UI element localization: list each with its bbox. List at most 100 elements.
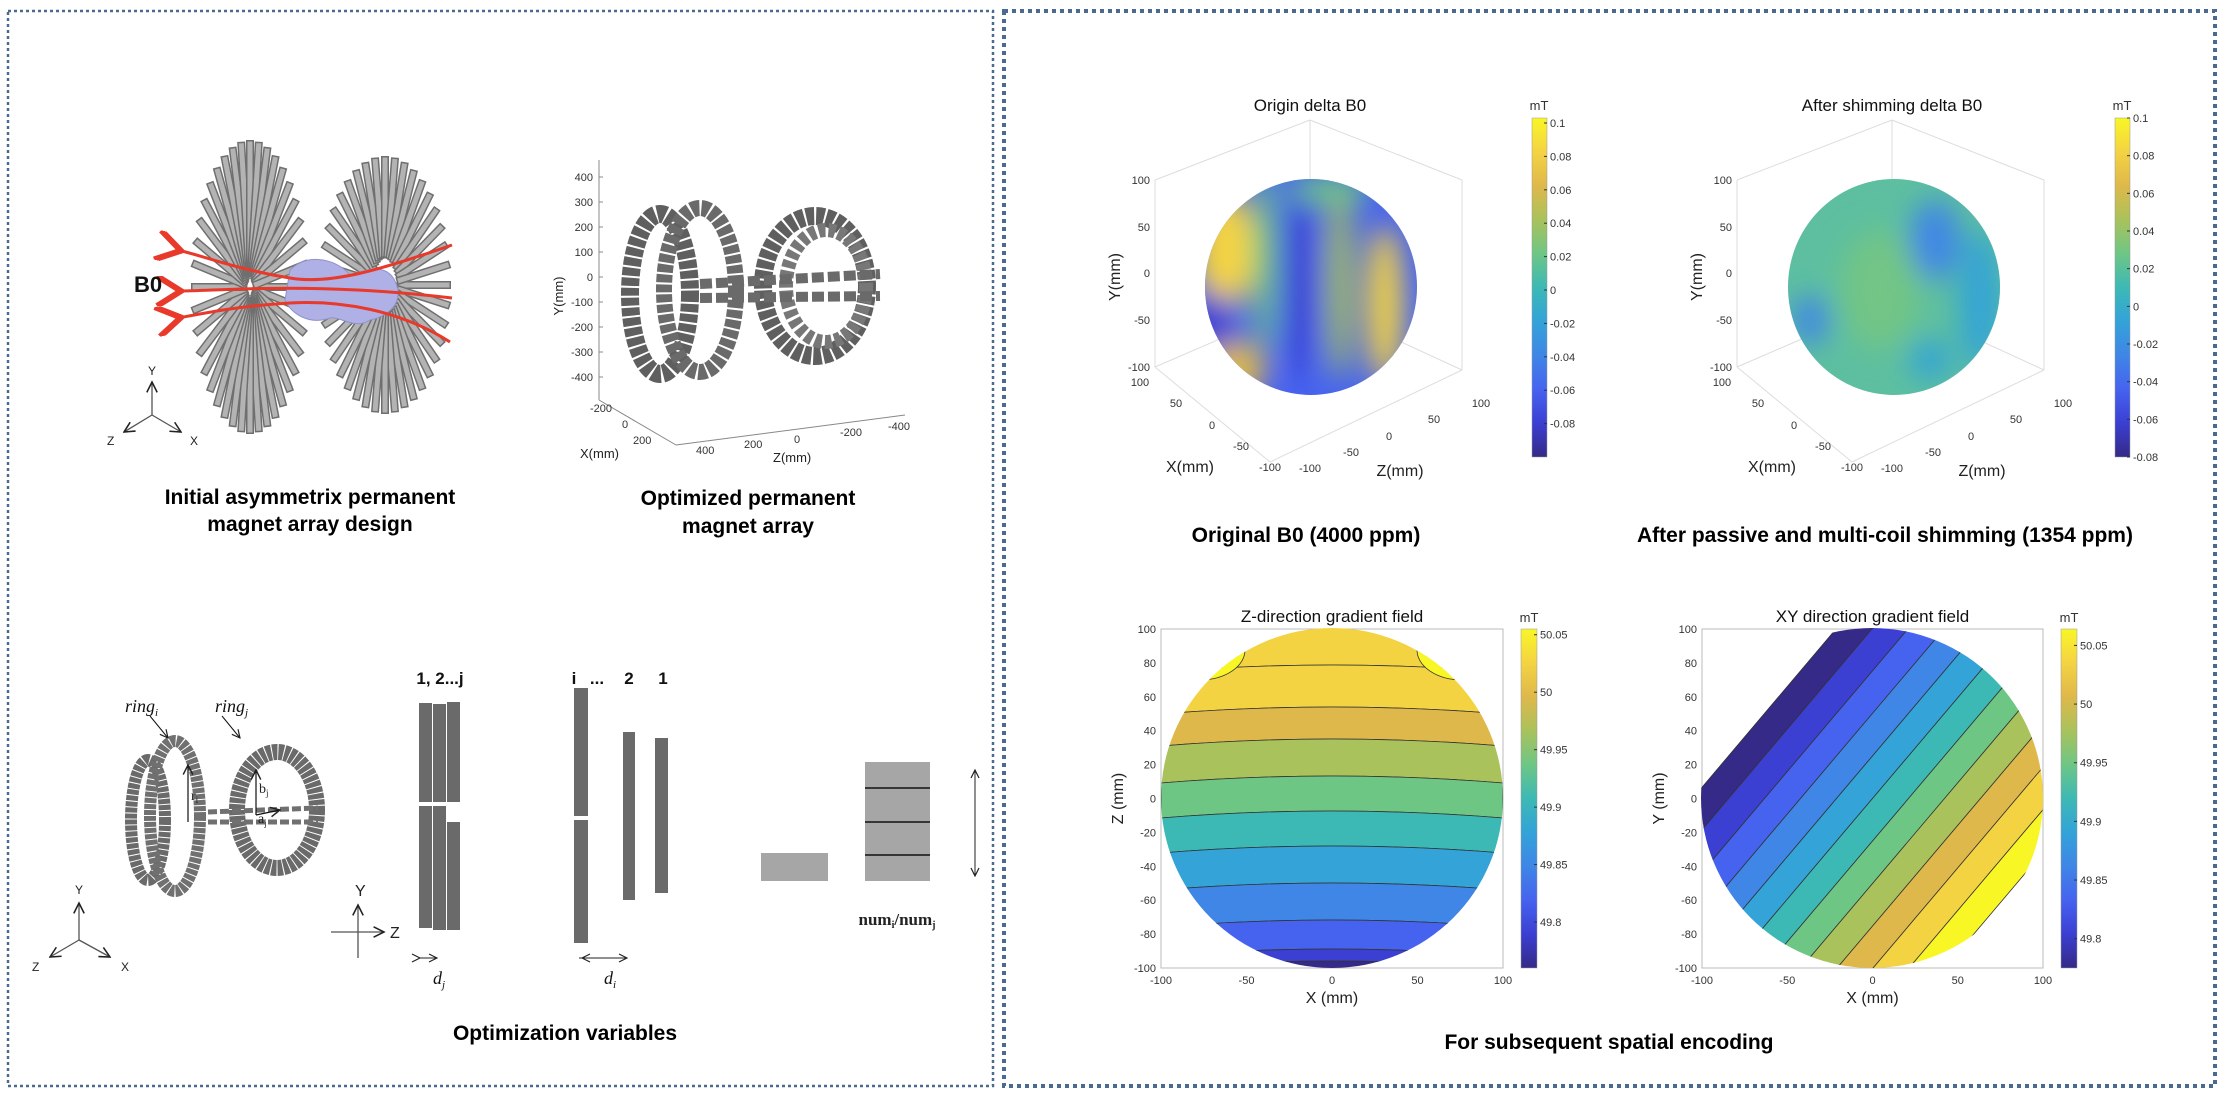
colorbar-tick-label: 50.05 — [1540, 630, 1568, 642]
x-tick-label: 0 — [1869, 975, 1875, 987]
colorbar-tick-label: -0.04 — [2133, 377, 2158, 389]
d-j-label: dj — [433, 968, 445, 991]
colorbar-tick-label: 49.9 — [1540, 802, 1561, 814]
y-axis-label: Z (mm) — [1110, 773, 1127, 825]
colorbar-tick-label: 49.85 — [2080, 875, 2108, 887]
optimization-variables-caption: Optimization variables — [453, 1022, 677, 1045]
magnet-bar — [331, 208, 376, 271]
contour-band — [1795, 628, 2043, 968]
colorbar-tick-label: -0.06 — [1550, 385, 1575, 397]
z-tick: 0 — [794, 434, 800, 446]
z-tick: -200 — [840, 427, 862, 439]
y-axis-label: Y(mm) — [1689, 253, 1706, 301]
colorbar-unit: mT — [1530, 98, 1549, 113]
ring-group-i-label: i — [572, 669, 577, 688]
initial-design-caption-line2: magnet array design — [207, 513, 412, 536]
z-tick-label: 100 — [2054, 398, 2072, 410]
colorbar-tick-label: 0.08 — [2133, 151, 2154, 163]
magnet-bar — [251, 199, 298, 281]
optimized-array-plot: 400 300 200 100 0 -100 -200 -300 -400 -200 0 200… — [551, 160, 910, 465]
ring-group-i-label: 2 — [624, 669, 633, 688]
y-tick-label: -50 — [1716, 315, 1732, 327]
colorbar-tick-label: 49.8 — [2080, 934, 2101, 946]
colorbar — [2114, 117, 2131, 458]
z-axis-label: Z(mm) — [1958, 463, 2005, 480]
a-label: aj — [258, 812, 267, 828]
spatial-encoding-caption: For subsequent spatial encoding — [1444, 1031, 1773, 1054]
single-magnet-block — [761, 853, 828, 881]
axis-triad — [124, 382, 181, 432]
colorbar-unit: mT — [1520, 610, 1539, 625]
magnet-bar — [395, 295, 444, 346]
x-tick-label: 50 — [1752, 398, 1764, 410]
x-tick-label: -100 — [1150, 975, 1172, 987]
z-tick: -400 — [888, 421, 910, 433]
ring-group-i-label: 1 — [658, 669, 667, 688]
ring-group-i-label: ... — [590, 669, 604, 688]
y-tick-label: 80 — [1144, 658, 1156, 670]
axis-gridline — [1851, 369, 2045, 463]
y-tick-label: -40 — [1681, 861, 1697, 873]
y-tick-label: 60 — [1685, 692, 1697, 704]
colorbar-tick-label: 49.8 — [1540, 917, 1561, 929]
magnet-bar — [192, 286, 247, 313]
y-axis-label: Y(mm) — [1107, 253, 1124, 301]
sphere-2-surface — [1788, 179, 2000, 395]
contour-band — [1701, 628, 2043, 968]
x-tick-label: 50 — [1411, 975, 1423, 987]
axis-gridline — [1736, 119, 1893, 181]
magnet-bar — [392, 193, 433, 267]
axis-gridline — [1891, 119, 2045, 181]
field-line-middle — [178, 288, 453, 298]
magnet-bar — [396, 291, 448, 328]
y-tick-label: 50 — [1720, 222, 1732, 234]
y-tick-label: 100 — [1138, 624, 1156, 636]
x-tick-label: -100 — [1841, 462, 1863, 474]
y-axis-label: Y(mm) — [551, 277, 566, 316]
axis-z-label: Z — [107, 434, 114, 448]
magnet-bar — [397, 262, 450, 284]
y-tick-label: -80 — [1681, 929, 1697, 941]
axis-gridline — [1154, 366, 1271, 463]
sphere-plot-caption: After passive and multi-coil shimming (1… — [1637, 524, 2133, 547]
y-tick-label: -100 — [1134, 963, 1156, 975]
x-tick-label: 50 — [1170, 398, 1182, 410]
x-tick: 200 — [633, 435, 651, 447]
y-tick-label: 0 — [1691, 794, 1697, 806]
y-tick-label: 40 — [1144, 726, 1156, 738]
contour-band — [1701, 628, 1986, 968]
z-axis-label: Z(mm) — [773, 450, 811, 465]
colorbar-tick-label: 0.02 — [1550, 252, 1571, 264]
y-tick-label: 0 — [1150, 794, 1156, 806]
y-tick-label: 200 — [575, 222, 593, 234]
sphere-plot-title: Origin delta B0 — [1254, 96, 1366, 115]
ring-pair-diagram — [125, 715, 325, 897]
colorbar-tick-label: -0.02 — [1550, 318, 1575, 330]
colorbar-tick-label: -0.06 — [2133, 414, 2158, 426]
y-tick-label: -100 — [1128, 362, 1150, 374]
axis-x-label: X — [121, 960, 129, 974]
colorbar — [1520, 628, 1538, 969]
y-tick-label: -60 — [1681, 895, 1697, 907]
x-tick: 0 — [622, 419, 628, 431]
y-tick-label: -100 — [1710, 362, 1732, 374]
right-panel-border — [1002, 9, 2217, 1088]
magnet-bar — [326, 224, 375, 275]
sphere-1-surface — [1205, 179, 1417, 395]
gradient-plot-2: 100 80 60 40 20 0 -20 -40 -60 -80 -100-100 -50 0 50 10… — [1651, 607, 2108, 1007]
y-tick-label: 80 — [1685, 658, 1697, 670]
colorbar-tick-label: 0.1 — [1550, 118, 1565, 130]
z-tick: 400 — [696, 445, 714, 457]
colorbar-unit: mT — [2113, 98, 2132, 113]
z-tick-label: 0 — [1386, 431, 1392, 443]
axis-gridline — [1309, 119, 1463, 181]
colorbar-tick-label: 0.06 — [2133, 188, 2154, 200]
y-tick-label: -100 — [1675, 963, 1697, 975]
ring-j-label: ringj — [215, 696, 248, 719]
num-ratio-label: numi/numj — [859, 910, 936, 931]
colorbar — [2060, 628, 2078, 969]
contour-band — [1759, 628, 2043, 968]
magnet-bar — [353, 309, 381, 400]
ring-i-label: ringi — [125, 696, 158, 719]
